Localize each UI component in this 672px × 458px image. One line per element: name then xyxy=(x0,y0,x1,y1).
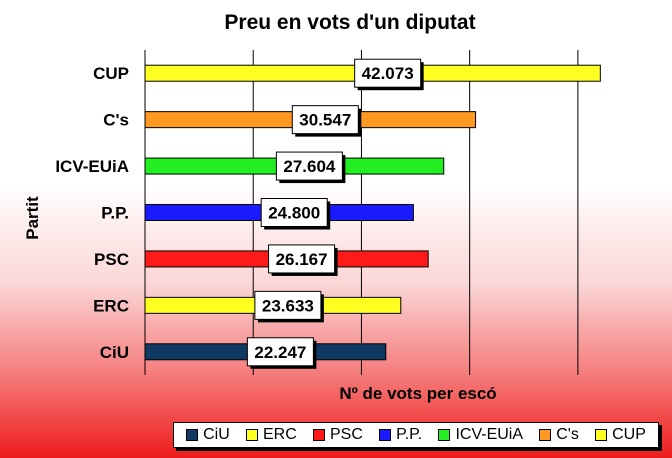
legend-label: CiU xyxy=(203,426,230,443)
data-label-box xyxy=(254,290,322,320)
legend-item: ICV-EUiA xyxy=(438,426,523,444)
legend-item: ERC xyxy=(246,426,297,444)
x-axis-label: Nº de vots per escó xyxy=(339,384,496,403)
legend-label: P.P. xyxy=(396,426,423,443)
data-label: 26.167 xyxy=(276,250,328,269)
legend-label: CUP xyxy=(612,426,646,443)
legend-item: P.P. xyxy=(379,426,422,444)
y-axis-label: Partit xyxy=(23,196,42,240)
category-label: ICV-EUiA xyxy=(55,157,129,176)
data-label: 24.800 xyxy=(268,204,320,223)
data-label-box xyxy=(275,151,343,181)
legend-item: PSC xyxy=(313,426,363,444)
category-label: PSC xyxy=(94,250,129,269)
data-label-box xyxy=(354,58,422,88)
data-label: 27.604 xyxy=(283,157,336,176)
legend-swatch xyxy=(313,429,325,441)
data-label-box xyxy=(260,198,328,227)
legend-swatch xyxy=(595,429,608,441)
category-label: CUP xyxy=(93,64,129,83)
legend-item: C's xyxy=(539,426,579,444)
legend-swatch xyxy=(246,429,258,441)
data-label-box xyxy=(246,337,314,367)
data-label: 22.247 xyxy=(254,343,306,362)
legend-label: ERC xyxy=(263,426,297,443)
data-label: 42.073 xyxy=(362,64,414,83)
legend-swatch xyxy=(379,429,392,441)
data-label: 30.547 xyxy=(299,111,351,130)
legend-label: PSC xyxy=(330,426,363,443)
legend-item: CUP xyxy=(595,426,646,444)
category-label: ERC xyxy=(93,296,129,315)
legend-item: CiU xyxy=(186,426,230,444)
category-label: P.P. xyxy=(101,204,129,223)
data-label: 23.633 xyxy=(262,296,314,315)
legend-swatch xyxy=(539,429,552,441)
category-label: C's xyxy=(103,111,129,130)
legend-label: C's xyxy=(556,426,579,443)
chart-legend: CiU ERC PSC P.P. ICV-EUiA C's CUP xyxy=(173,422,659,448)
category-label: CiU xyxy=(100,343,129,362)
data-label-box xyxy=(291,105,359,135)
data-label-box xyxy=(268,244,336,274)
legend-label: ICV-EUiA xyxy=(455,426,524,443)
legend-swatch xyxy=(438,429,451,441)
chart-title: Preu en vots d'un diputat xyxy=(224,11,475,34)
legend-swatch xyxy=(186,429,199,441)
